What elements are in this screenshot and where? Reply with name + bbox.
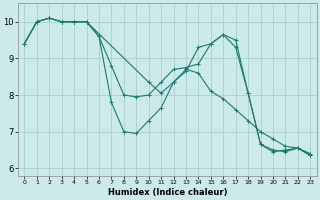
X-axis label: Humidex (Indice chaleur): Humidex (Indice chaleur) [108, 188, 227, 197]
